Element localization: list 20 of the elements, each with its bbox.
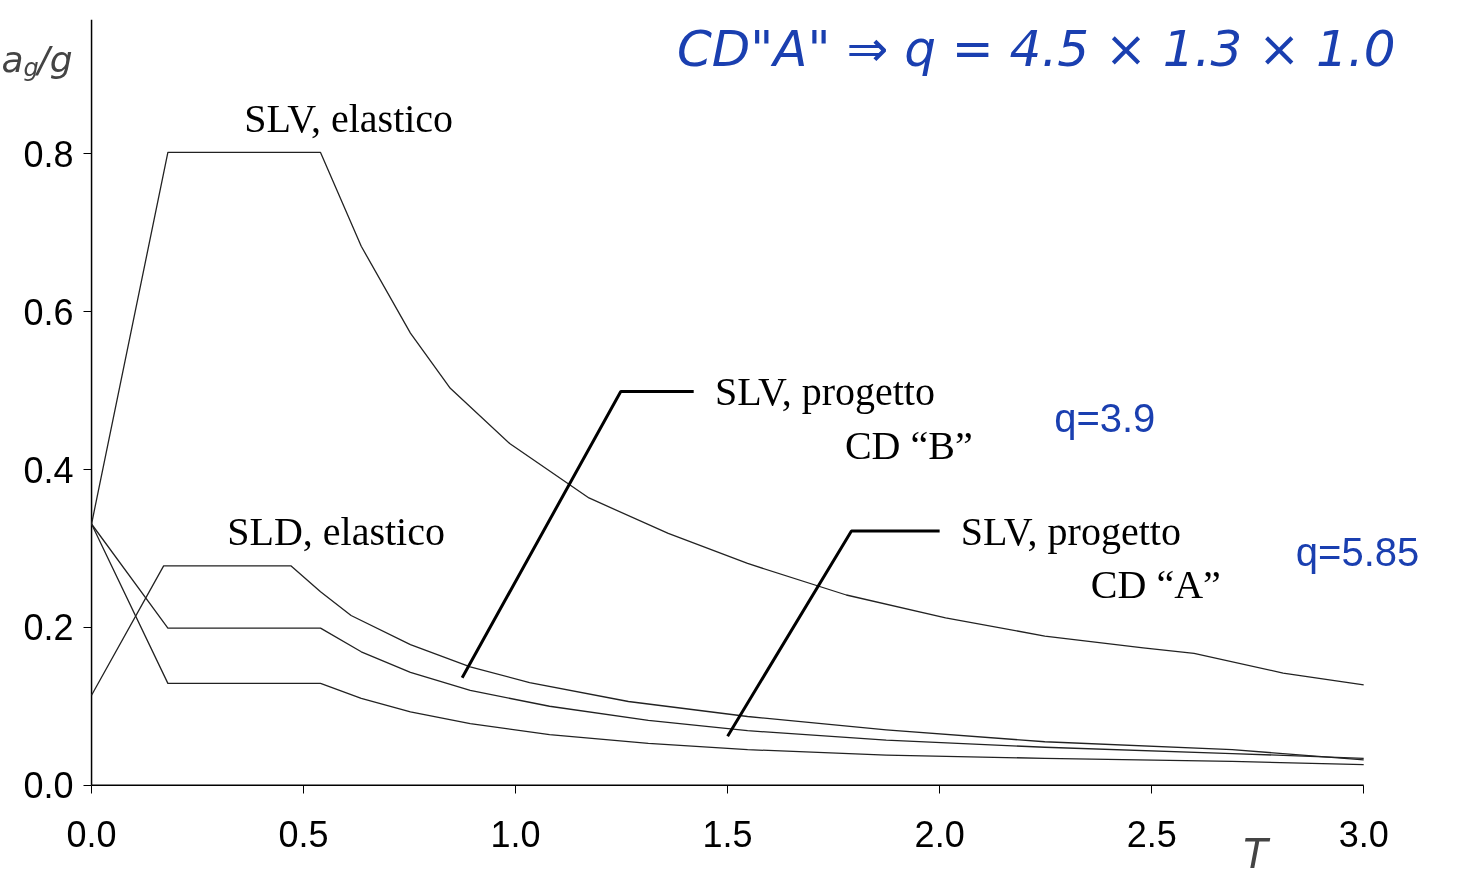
x-tick-label: 2.0 (914, 814, 965, 856)
annotation: q=3.9 (1054, 396, 1156, 441)
y-tick-label: 0.6 (23, 291, 74, 333)
x-tick-label: 2.5 (1126, 814, 1177, 856)
y-tick-label: 0.8 (23, 133, 74, 175)
x-tick-label: 3.0 (1338, 814, 1389, 856)
x-tick-label: 0.5 (278, 814, 329, 856)
y-tick-label: 0.0 (23, 765, 74, 807)
annotation: SLD, elastico (227, 508, 445, 554)
x-tick-label: 1.5 (702, 814, 753, 856)
annotation: SLV, elastico (244, 95, 454, 141)
annotation: SLV, progetto CD “B” (714, 368, 973, 468)
x-tick-label: 0.0 (66, 814, 117, 856)
annotation: SLV, progetto CD “A” (960, 508, 1221, 608)
chart-title: CD"A" ⇒ q = 4.5 × 1.3 × 1.0 (676, 19, 1396, 78)
y-tick-label: 0.4 (23, 449, 74, 491)
y-tick-label: 0.2 (23, 607, 74, 649)
x-tick-label: 1.0 (490, 814, 541, 856)
x-axis-title: T (1243, 831, 1272, 878)
annotation: q=5.85 (1295, 530, 1420, 575)
